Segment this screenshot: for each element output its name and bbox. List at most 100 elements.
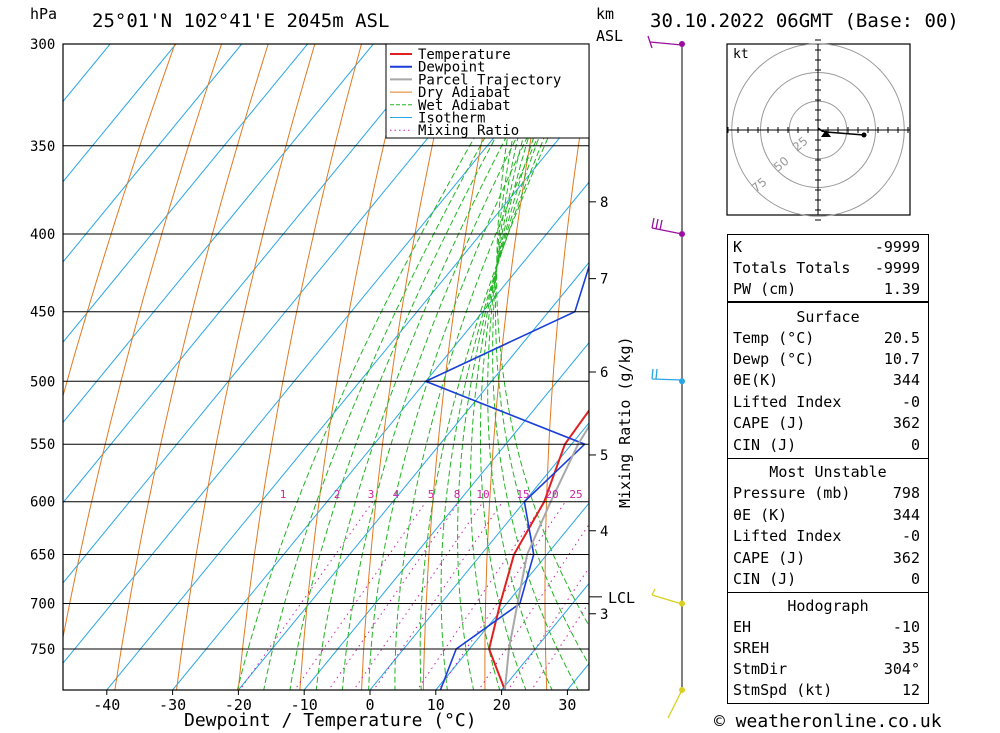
surface-temp-value: 20.5 — [883, 329, 920, 347]
legend-entry: Dewpoint — [418, 60, 485, 76]
lcl-label: LCL — [608, 589, 635, 607]
wind-level-dot — [679, 600, 685, 607]
mu-theta-label: θE (K) — [733, 506, 788, 524]
dry-adiabat-line — [660, 22, 691, 692]
isotherm-line — [63, 44, 374, 424]
isotherm-line — [303, 341, 589, 690]
pressure-tick-label: 700 — [30, 596, 55, 612]
mixing-ratio-label: 15 — [516, 488, 529, 501]
dry-adiabat-line — [484, 44, 549, 690]
wind-level-dot — [679, 378, 685, 385]
isotherm-line — [63, 44, 243, 263]
mu-cin-value: 0 — [910, 570, 920, 588]
mixing-ratio-label: 25 — [569, 488, 582, 501]
mixing-ratio-label: 3 — [368, 488, 375, 501]
wet-adiabat-line — [368, 44, 575, 690]
pressure-tick-label: 350 — [30, 139, 55, 155]
x-tick-label: -40 — [93, 696, 120, 714]
wet-adiabat-line — [494, 44, 589, 666]
dry-adiabat-line — [63, 44, 223, 640]
surface-title: Surface — [796, 308, 860, 326]
legend-entry: Isotherm — [418, 111, 485, 127]
x-axis-title: Dewpoint / Temperature (°C) — [184, 710, 477, 731]
wind-barb — [651, 588, 683, 605]
km-label: km — [596, 5, 615, 23]
surface-li-label: Lifted Index — [733, 393, 842, 411]
wind-level-dot — [679, 687, 685, 693]
dry-adiabat-line — [237, 44, 363, 690]
x-tick-label: 0 — [365, 696, 374, 714]
wet-adiabat-line — [469, 44, 569, 690]
mixing-ratio-line — [294, 501, 427, 690]
indices-panel: K -9999 Totals Totals -9999 PW (cm) 1.39 — [727, 234, 929, 302]
dry-adiabat-line — [361, 44, 456, 690]
isotherm-line — [369, 422, 589, 690]
mixing-ratio-line — [478, 523, 589, 690]
legend-entry: Parcel Trajectory — [418, 72, 561, 88]
wind-strip — [647, 35, 685, 719]
x-tick-label: 10 — [427, 696, 445, 714]
run-time: 30.10.2022 06GMT (Base: 00) — [650, 10, 959, 32]
sreh-value: 35 — [901, 639, 920, 657]
mixing-ratio-label: 4 — [393, 488, 400, 501]
isotherm-line — [435, 502, 589, 690]
mixing-ratio-label: 1 — [280, 488, 287, 501]
pressure-tick-label: 500 — [30, 374, 55, 390]
wet-adiabat-line — [315, 44, 557, 690]
k-value: -9999 — [874, 238, 920, 256]
x-tick-label: -10 — [291, 696, 318, 714]
mixing-ratio-line — [239, 501, 374, 690]
wet-adiabat-line — [487, 44, 553, 690]
mu-pressure-value: 798 — [892, 484, 920, 502]
mu-cape-value: 362 — [892, 549, 920, 567]
pressure-tick-label: 450 — [30, 305, 55, 321]
mu-li-label: Lifted Index — [733, 527, 842, 545]
hodo-stats-title: Hodograph — [787, 597, 869, 615]
stmspd-label: StmSpd (kt) — [733, 681, 833, 699]
dry-adiabat-line — [114, 44, 269, 690]
pressure-tick-label: 400 — [30, 227, 55, 243]
km-tick-label: 6 — [600, 365, 608, 381]
wet-adiabat-line — [440, 44, 586, 690]
mu-li-value: -0 — [901, 527, 920, 545]
pressure-tick-label: 550 — [30, 437, 55, 453]
x-tick-label: 20 — [493, 696, 511, 714]
wind-barb — [651, 217, 683, 235]
dry-adiabat-line — [299, 44, 409, 690]
stmspd-value: 12 — [901, 681, 920, 699]
dry-adiabat-line — [422, 44, 502, 690]
mu-title: Most Unstable — [769, 463, 887, 481]
sreh-label: SREH — [733, 639, 770, 657]
wet-adiabat-line — [479, 44, 561, 690]
legend-entry: Mixing Ratio — [418, 123, 519, 139]
wet-adiabat-line — [457, 44, 578, 690]
dry-adiabat-line — [63, 44, 176, 398]
credit-link[interactable]: © weatheronline.co.uk — [714, 711, 942, 732]
km-tick-label: 7 — [600, 272, 608, 288]
wind-barb — [667, 689, 683, 719]
surface-temp-label: Temp (°C) — [733, 329, 815, 347]
mixing-ratio-label: 2 — [334, 488, 341, 501]
surface-dewp-value: 10.7 — [883, 350, 920, 368]
wind-level-dot — [679, 230, 685, 237]
dry-adiabat-line — [176, 44, 316, 690]
pressure-tick-label: 300 — [30, 37, 55, 53]
stmdir-label: StmDir — [733, 660, 788, 678]
wet-adiabat-line — [341, 44, 566, 690]
hodograph-stats-panel: Hodograph EH -10 SREH 35 StmDir 304° StmSpd… — [727, 592, 929, 704]
pw-value: 1.39 — [883, 280, 920, 298]
x-tick-label: -30 — [159, 696, 186, 714]
km-tick-label: 4 — [600, 524, 608, 540]
pressure-tick-label: 750 — [30, 642, 55, 658]
wet-adiabat-line — [419, 48, 589, 690]
eh-label: EH — [733, 618, 752, 636]
km-tick-label: 3 — [600, 607, 608, 623]
isotherm-line — [63, 44, 177, 183]
mixing-ratio-label: 20 — [545, 488, 558, 501]
wet-adiabat-line — [263, 44, 539, 690]
surface-cin-label: CIN (J) — [733, 436, 797, 454]
wet-adiabat-line — [236, 44, 530, 690]
isotherm-line — [63, 44, 440, 504]
wet-adiabat-line — [496, 44, 589, 627]
